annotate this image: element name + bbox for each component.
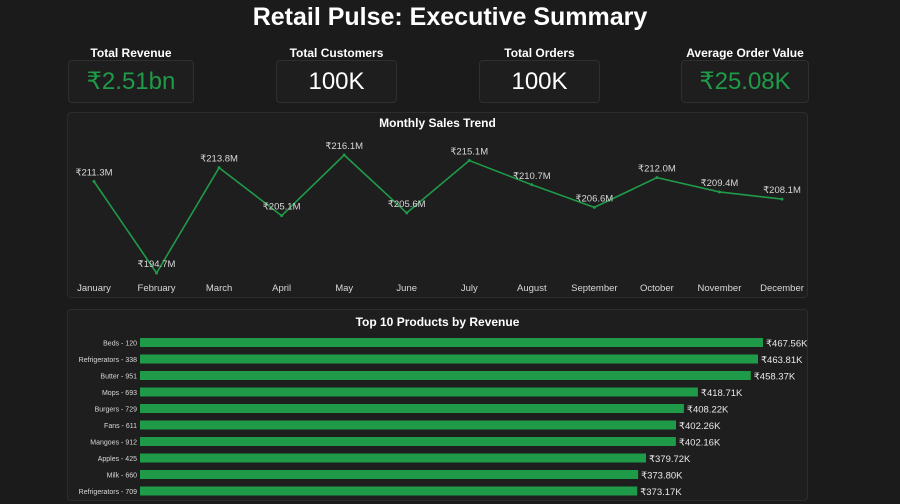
sales-trend-line (93, 153, 783, 275)
product-category-label: Burgers - 729 (95, 407, 138, 414)
kpi-card-total-orders[interactable]: 100K (479, 60, 600, 103)
sales-data-label: ₹210.7M (513, 171, 551, 182)
top-products-panel[interactable]: Top 10 Products by Revenue Beds - 120 ₹46… (67, 309, 808, 501)
month-tick-label: November (698, 283, 742, 294)
product-category-label: Beds - 120 (103, 341, 137, 348)
sales-data-label: ₹213.8M (200, 154, 238, 165)
product-category-label: Milk - 660 (107, 473, 137, 480)
month-tick-label: October (640, 283, 674, 294)
sales-data-label: ₹205.1M (263, 202, 301, 213)
product-category-label: Mangoes - 912 (90, 440, 137, 447)
product-revenue-label: ₹402.16K (679, 438, 721, 449)
product-revenue-bar[interactable] (140, 486, 638, 496)
top-products-bar-chart: Beds - 120 ₹467.56K Refrigerators - 338 ₹46… (79, 338, 807, 498)
sales-point-december[interactable] (780, 197, 784, 201)
product-category-label: Refrigerators - 338 (79, 357, 137, 364)
sales-data-label: ₹206.6M (575, 193, 613, 204)
product-revenue-bar[interactable] (140, 437, 676, 446)
kpi-label-total-revenue: Total Revenue (90, 46, 172, 60)
product-revenue-bar[interactable] (140, 387, 698, 397)
product-revenue-label: ₹467.56K (766, 339, 807, 350)
product-revenue-bar[interactable] (140, 354, 758, 364)
month-tick-label: March (206, 283, 232, 294)
monthly-sales-trend-panel[interactable]: Monthly Sales Trend ₹211.3M January ₹194.7… (67, 112, 808, 298)
product-revenue-bar[interactable] (140, 420, 676, 430)
product-category-label: Butter - 951 (100, 374, 137, 381)
month-tick-label: May (335, 283, 353, 294)
month-tick-label: September (571, 283, 617, 294)
month-tick-label: August (517, 283, 547, 294)
product-revenue-label: ₹408.22K (687, 405, 729, 416)
kpi-label-total-orders: Total Orders (504, 46, 575, 60)
product-revenue-bar[interactable] (140, 470, 639, 479)
sales-point-november[interactable] (717, 190, 721, 194)
sales-point-october[interactable] (655, 176, 659, 180)
monthly-sales-line-chart: ₹211.3M January ₹194.7M February ₹213.8M Marc… (75, 141, 804, 294)
product-category-label: Mops - 693 (102, 390, 137, 397)
line-chart-title: Monthly Sales Trend (379, 116, 496, 130)
product-category-label: Refrigerators - 709 (79, 489, 137, 496)
sales-data-label: ₹212.0M (638, 164, 676, 175)
sales-point-july[interactable] (467, 159, 471, 163)
sales-point-may[interactable] (342, 153, 346, 157)
sales-data-label: ₹205.6M (388, 199, 426, 210)
product-revenue-label: ₹402.26K (679, 421, 721, 432)
dashboard-title: Retail Pulse: Executive Summary (252, 3, 648, 31)
product-revenue-label: ₹418.71K (701, 388, 743, 399)
sales-data-label: ₹194.7M (138, 259, 176, 270)
product-category-label: Fans - 611 (104, 423, 137, 430)
kpi-label-average-order-value: Average Order Value (686, 46, 804, 60)
sales-data-label: ₹208.1M (763, 185, 801, 196)
product-revenue-label: ₹379.72K (649, 454, 691, 465)
month-tick-label: April (272, 283, 291, 294)
sales-point-september[interactable] (592, 205, 596, 209)
kpi-card-total-customers[interactable]: 100K (276, 60, 397, 103)
sales-data-label: ₹215.1M (450, 147, 488, 158)
month-tick-label: January (77, 283, 111, 294)
sales-data-label: ₹216.1M (325, 141, 363, 152)
month-tick-label: June (396, 283, 417, 294)
sales-point-march[interactable] (217, 166, 221, 170)
month-tick-label: July (461, 283, 478, 294)
product-revenue-label: ₹373.80K (641, 471, 683, 482)
sales-data-label: ₹211.3M (75, 167, 112, 178)
sales-point-june[interactable] (405, 211, 409, 215)
kpi-card-average-order-value[interactable]: ₹25.08K (681, 60, 809, 103)
kpi-label-total-customers: Total Customers (289, 46, 384, 60)
month-tick-label: February (138, 283, 176, 294)
product-revenue-bar[interactable] (140, 371, 751, 380)
sales-point-august[interactable] (530, 183, 534, 187)
month-tick-label: December (760, 283, 804, 294)
bar-chart-title: Top 10 Products by Revenue (355, 315, 520, 329)
sales-point-april[interactable] (280, 214, 284, 218)
product-revenue-label: ₹373.17K (640, 487, 682, 498)
product-revenue-bar[interactable] (140, 338, 763, 347)
sales-point-january[interactable] (92, 179, 96, 183)
sales-point-february[interactable] (155, 271, 159, 275)
kpi-card-total-revenue[interactable]: ₹2.51bn (68, 60, 194, 103)
product-revenue-label: ₹463.81K (761, 355, 803, 366)
product-revenue-label: ₹458.37K (754, 372, 796, 383)
product-revenue-bar[interactable] (140, 404, 684, 413)
product-category-label: Apples - 425 (98, 456, 137, 463)
sales-data-label: ₹209.4M (701, 178, 739, 189)
product-revenue-bar[interactable] (140, 453, 646, 463)
